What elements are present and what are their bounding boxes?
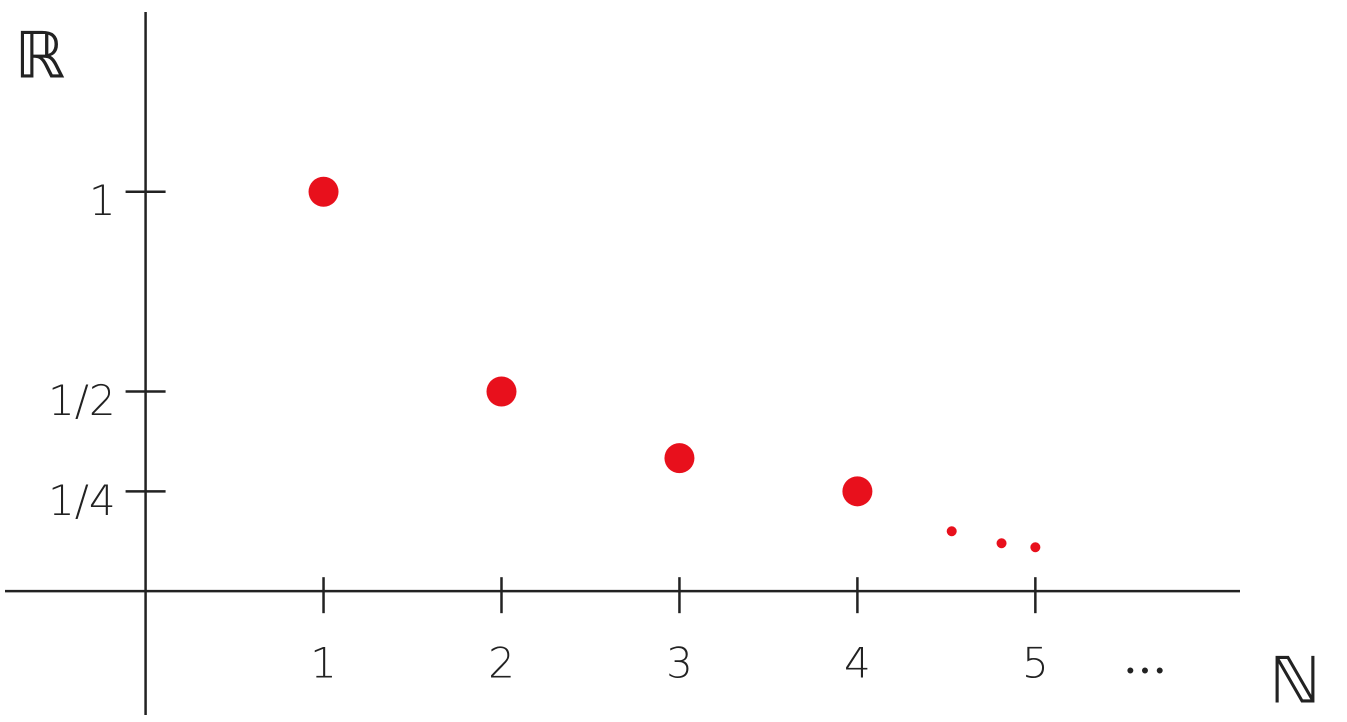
chart: ℝ ℕ • • • 1 2 3 4 5 1/4 1/2 1 [0, 0, 1347, 722]
x-tick-label: 3 [666, 639, 693, 688]
point [947, 526, 957, 536]
point [997, 538, 1007, 548]
annotation: • • • [1126, 659, 1163, 684]
point [664, 443, 694, 473]
x-axis-label: ℕ [1269, 645, 1320, 719]
point [486, 376, 516, 406]
point [842, 476, 872, 506]
x-tick-label: 2 [488, 639, 515, 688]
y-tick-label: 1 [89, 176, 116, 225]
x-tick-label: 1 [310, 639, 337, 688]
point [309, 177, 339, 207]
y-axis-label: ℝ [15, 20, 66, 94]
y-tick-label: 1/2 [48, 376, 116, 425]
x-tick-label: 4 [844, 639, 871, 688]
point [1030, 542, 1040, 552]
x-tick-label: 5 [1022, 639, 1049, 688]
y-tick-label: 1/4 [48, 476, 116, 525]
